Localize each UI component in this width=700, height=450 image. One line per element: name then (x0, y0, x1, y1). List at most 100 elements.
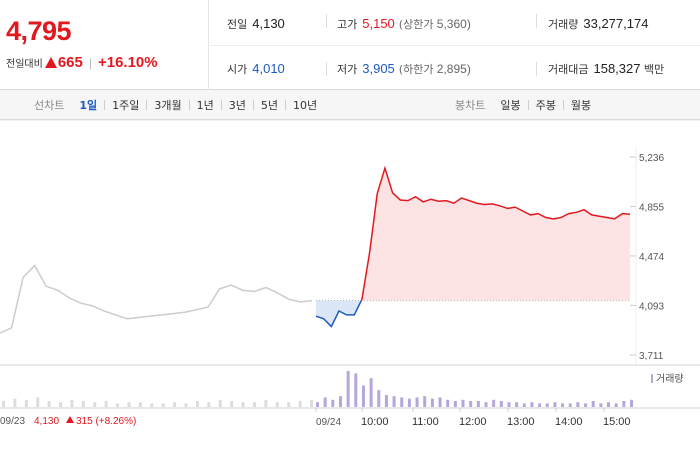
tab-3year[interactable]: 3년 (228, 99, 246, 112)
stat-label: 시가 (227, 63, 248, 76)
today-volume-bar (469, 401, 473, 407)
x-tick-label: 14:00 (555, 416, 583, 428)
stat-unit: 백만 (643, 63, 665, 76)
prev-volume-bar (241, 402, 245, 407)
divider (536, 14, 537, 28)
x-tick-label: 15:00 (603, 416, 631, 428)
prev-volume-bar (310, 399, 313, 407)
today-volume-bar (607, 402, 611, 407)
today-volume-bar (599, 403, 603, 407)
x-tick-label: 13:00 (507, 416, 535, 428)
prev-volume-bar (13, 398, 17, 407)
x-tick-label: 10:00 (361, 416, 389, 428)
quote-panel: 4,795 전일대비 665 | +16.10% 전일 4,130 고가 5,150… (0, 0, 700, 90)
today-volume-bar (346, 371, 350, 407)
candle-chart-tabs: 봉차트 일봉 주봉 월봉 (455, 90, 592, 120)
tab-separator (285, 100, 287, 110)
y-tick-label: 4,855 (639, 202, 664, 213)
prev-volume-bar (24, 399, 28, 407)
prev-volume-bar (298, 401, 302, 407)
today-volume-bar (461, 399, 465, 407)
stat-label: 거래량 (548, 18, 579, 31)
tab-separator (527, 100, 529, 110)
stat-sub: (하한가 2,895) (398, 62, 471, 76)
tab-5year[interactable]: 5년 (260, 99, 279, 112)
y-tick-label: 4,474 (639, 252, 664, 263)
today-volume-bar (446, 399, 450, 407)
change-label: 전일대비 (6, 59, 43, 70)
prev-volume-bar (230, 401, 234, 407)
prev-day-label: 09/23 (0, 416, 25, 427)
today-volume-bar (553, 402, 557, 407)
today-volume-bar (323, 397, 327, 407)
today-volume-bar (438, 397, 442, 407)
today-volume-bar (400, 397, 404, 407)
tab-separator (188, 100, 190, 110)
prev-day-up-icon (66, 416, 74, 423)
stat-prev-close: 전일 4,130 (227, 16, 285, 32)
tab-separator (104, 100, 106, 110)
today-line-up (360, 165, 631, 301)
divider (326, 62, 327, 76)
stat-value: 3,905 (362, 61, 395, 76)
price-chart-svg[interactable]: 5,236 4,855 4,474 4,093 3,711 거래량 09/23 4,130 31… (0, 120, 700, 450)
divider (326, 14, 327, 28)
stat-value: 33,277,174 (583, 16, 649, 31)
stat-high: 고가 5,150 (상한가 5,360) (337, 16, 471, 32)
today-volume-bar (354, 373, 358, 407)
tab-1year[interactable]: 1년 (196, 99, 214, 112)
prev-volume-bar (173, 402, 177, 407)
today-volume-bar (545, 403, 549, 407)
x-tick-label: 09/24 (316, 417, 341, 428)
y-tick-label: 3,711 (639, 351, 664, 362)
tab-1day[interactable]: 1일 (79, 99, 98, 112)
stat-label: 전일 (227, 18, 248, 31)
today-volume-bar (361, 385, 365, 407)
prev-volume-bar (275, 402, 279, 407)
tab-separator (146, 100, 148, 110)
prev-volume-bar (81, 401, 85, 407)
chart-period-tabbar: 선차트 1일 1주일 3개월 1년 3년 5년 10년 봉차트 일봉 주봉 월봉 (0, 90, 700, 120)
stat-value: 4,130 (252, 16, 285, 31)
today-volume-bar (453, 401, 457, 407)
today-volume-bar (384, 395, 388, 407)
tab-1week[interactable]: 1주일 (112, 99, 140, 112)
tab-weekly-candle[interactable]: 주봉 (535, 99, 556, 112)
stat-sub: (상한가 5,360) (398, 17, 471, 31)
price-chart[interactable]: 5,236 4,855 4,474 4,093 3,711 거래량 09/23 4,130 31… (0, 120, 700, 450)
tab-monthly-candle[interactable]: 월봉 (570, 99, 592, 112)
prev-day-close: 4,130 (34, 416, 59, 427)
up-triangle-icon (44, 57, 57, 68)
today-volume-bar (392, 396, 396, 407)
tab-daily-candle[interactable]: 일봉 (500, 99, 521, 112)
x-tick-label: 11:00 (412, 416, 439, 428)
today-volume-bar (430, 398, 434, 407)
today-volume-bar (499, 401, 503, 407)
y-tick-label: 4,093 (639, 301, 664, 312)
prev-volume-bar (218, 399, 222, 407)
stat-value: 4,010 (252, 61, 285, 76)
tab-10year[interactable]: 10년 (293, 99, 318, 112)
prev-volume-bar (184, 403, 188, 407)
prev-volume-bar (195, 401, 199, 407)
today-volume-bar (377, 390, 381, 407)
change-percent: +16.10% (97, 54, 158, 71)
today-volume-bar (584, 403, 588, 407)
prev-volume-bar (116, 403, 120, 407)
line-chart-tabs: 선차트 1일 1주일 3개월 1년 3년 5년 10년 (34, 90, 318, 120)
today-volume-bar (507, 402, 511, 407)
y-tick-label: 5,236 (639, 153, 664, 164)
up-area-fill (316, 168, 630, 301)
today-volume-bar (591, 401, 595, 407)
prev-volume-bar (93, 402, 97, 407)
prev-volume-bar (2, 401, 5, 407)
volume-legend-swatch (651, 374, 653, 383)
stat-open: 시가 4,010 (227, 61, 285, 77)
today-volume-bar (568, 403, 572, 407)
today-volume-bar (522, 403, 526, 407)
down-area-fill (316, 300, 630, 327)
today-volume-bar (407, 398, 411, 407)
tab-3month[interactable]: 3개월 (154, 99, 182, 112)
divider (536, 62, 537, 76)
today-volume-bar (561, 403, 565, 407)
